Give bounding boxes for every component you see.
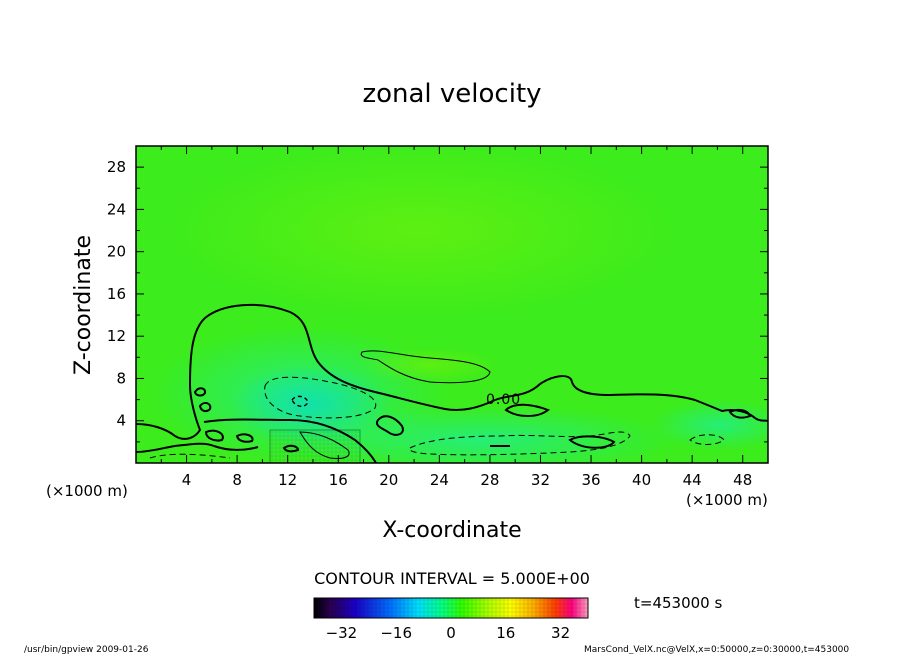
contour-zero-loop-a: [376, 415, 404, 436]
y-tick-label: 4: [116, 412, 126, 430]
contour-zero-loop-h: [193, 387, 207, 397]
y-tick-label: 16: [107, 285, 126, 303]
x-ticks: 4 8 12 16 20 24 28 32 36 40 44 48: [160, 146, 752, 489]
colorbar-cells: [314, 598, 588, 618]
colorbar-tick-label: 0: [446, 624, 456, 642]
contour-negative-bottom: [409, 431, 631, 456]
x-tick-label: 12: [278, 471, 297, 489]
plot-area: 0.00: [136, 146, 768, 463]
field-blob-right: [650, 400, 768, 450]
x-tick-label: 16: [329, 471, 348, 489]
grid-cell-overlay: [269, 429, 361, 463]
contour-zero-main: [136, 303, 768, 440]
contour-zero-loop-j: [728, 408, 752, 419]
contour-zero-loop-i: [198, 402, 212, 413]
y-tick-label: 8: [116, 369, 126, 387]
y-tick-label: 20: [107, 243, 126, 261]
field-blob-bottom: [280, 405, 680, 463]
y-unit-label: (×1000 m): [46, 482, 128, 500]
y-tick-label: 28: [107, 158, 126, 176]
x-axis-label: X-coordinate: [382, 518, 521, 543]
x-unit-label: (×1000 m): [686, 491, 768, 509]
colorbar-ticks: −32 −16 0 16 32: [326, 624, 571, 642]
colorbar-tick-label: 32: [551, 624, 570, 642]
colorbar-tick-label: 16: [496, 624, 515, 642]
x-tick-label: 36: [581, 471, 600, 489]
footer-right: MarsCond_VelX.nc@VelX,x=0:50000,z=0:3000…: [584, 645, 849, 654]
x-tick-label: 8: [232, 471, 242, 489]
contour-zero-loop-e: [204, 429, 224, 442]
contour-positive-loop: [360, 350, 491, 384]
contour-negative-right: [689, 434, 725, 445]
y-ticks: 4 8 12 16 20 24 28: [107, 158, 768, 443]
contour-label: 0.00: [486, 392, 521, 408]
field-blob-mid: [360, 347, 500, 383]
y-axis-label: Z-coordinate: [71, 235, 96, 375]
y-tick-label: 12: [107, 327, 126, 345]
footer-left: /usr/bin/gpview 2009-01-26: [24, 645, 149, 654]
contour-zero-loop-g: [235, 433, 254, 443]
x-tick-label: 28: [480, 471, 499, 489]
x-tick-label: 40: [632, 471, 651, 489]
x-tick-label: 24: [430, 471, 449, 489]
y-tick-label: 24: [107, 200, 126, 218]
x-tick-label: 32: [531, 471, 550, 489]
contour-lines: [136, 303, 768, 463]
field-blob-upper: [160, 146, 680, 320]
contour-interval-label: CONTOUR INTERVAL = 5.000E+00: [314, 569, 590, 588]
x-tick-label: 44: [683, 471, 702, 489]
colorbar-tick-label: −16: [380, 624, 412, 642]
contour-negative-floor: [149, 453, 231, 459]
x-tick-label: 48: [733, 471, 752, 489]
plot-frame: [135, 145, 769, 464]
chart-title: zonal velocity: [362, 79, 541, 109]
x-tick-label: 20: [379, 471, 398, 489]
contour-zero-lower: [203, 418, 377, 463]
time-label: t=453000 s: [634, 594, 722, 612]
colorbar-tick-label: −32: [326, 624, 358, 642]
contour-negative-outer: [264, 376, 377, 419]
contour-zero-floor: [136, 442, 259, 453]
contour-zero-loop-b: [504, 403, 551, 417]
x-tick-label: 4: [182, 471, 192, 489]
